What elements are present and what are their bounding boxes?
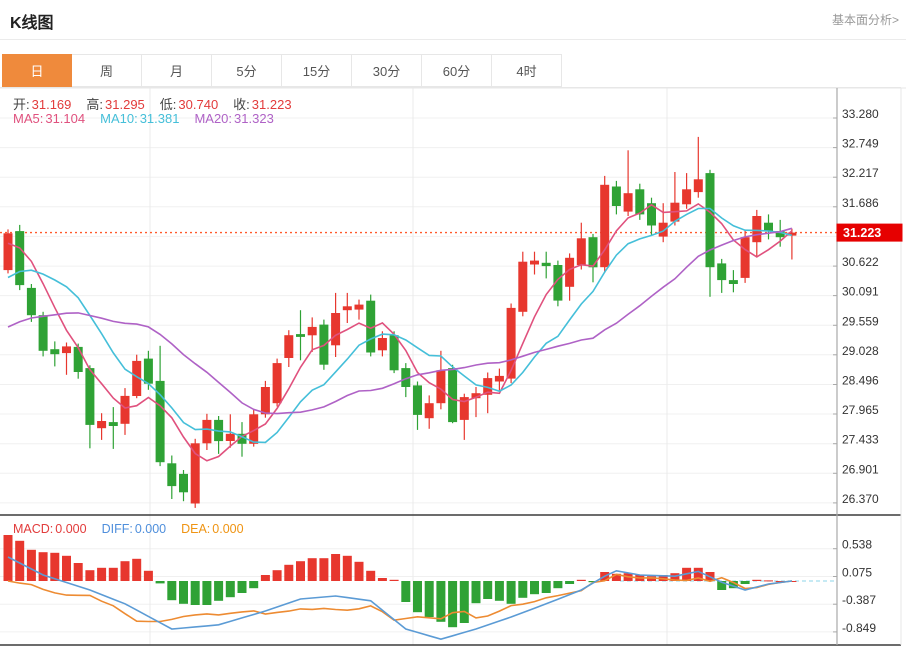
price-tick-label: 26.370 — [842, 492, 879, 506]
current-price-badge-text: 31.223 — [843, 226, 881, 240]
tab-interval-7[interactable]: 60分 — [422, 54, 492, 87]
ma20-line — [7, 227, 793, 415]
price-tick-label: 27.433 — [842, 433, 879, 447]
tab-interval-2[interactable]: 周 — [72, 54, 142, 87]
price-tick-label: 28.496 — [842, 374, 879, 388]
macd-row-item: DEA: 0.000 — [181, 522, 244, 536]
ma5-line — [7, 202, 793, 462]
macd-tick-label: -0.849 — [842, 621, 876, 635]
price-tick-label: 33.280 — [842, 107, 879, 121]
tab-interval-6[interactable]: 30分 — [352, 54, 422, 87]
tab-interval-5[interactable]: 15分 — [282, 54, 352, 87]
fundamental-analysis-link[interactable]: 基本面分析> — [831, 13, 899, 27]
ohlc-row-item: 低: 30.740 — [159, 97, 219, 112]
price-tick-label: 32.749 — [842, 137, 879, 151]
ohlc-info-row: 开: 31.169 高: 31.295 低: 30.740 收: 31.223 — [13, 94, 292, 113]
header-divider — [0, 39, 906, 40]
current-price-badge — [836, 223, 903, 242]
ohlc-row-item: 开: 31.169 — [13, 97, 72, 112]
price-tick-label: 31.686 — [842, 196, 879, 210]
macd-row-item: DIFF: 0.000 — [101, 522, 167, 536]
interval-tabbar: 日周月 5分 15分 30分 60分 4时 — [2, 54, 562, 87]
ohlc-row-item: 收: 31.223 — [233, 97, 292, 112]
candles-layer — [3, 136, 797, 508]
diff-line — [7, 556, 793, 641]
macd-info-row: MACD: 0.000 DIFF: 0.000 DEA: 0.000 — [13, 522, 244, 536]
macd-tick-label: -0.387 — [842, 593, 876, 607]
ma10-line — [7, 207, 793, 444]
ma-row-item: MA5: 31.104 — [13, 111, 86, 126]
ma-row-item: MA10: 31.381 — [100, 111, 180, 126]
macd-tick-label: 0.538 — [842, 538, 872, 552]
dea-line — [7, 573, 793, 623]
price-tick-label: 27.965 — [842, 403, 879, 417]
tab-interval-1[interactable]: 日 — [2, 54, 72, 87]
price-tick-label: 29.028 — [842, 344, 879, 358]
price-tick-label: 30.091 — [842, 285, 879, 299]
ma-row-item: MA20: 31.323 — [194, 111, 274, 126]
tab-interval-4[interactable]: 5分 — [212, 54, 282, 87]
ohlc-row-item: 高: 31.295 — [86, 97, 145, 112]
price-tick-label: 29.559 — [842, 314, 879, 328]
macd-tick-label: 0.075 — [842, 566, 872, 580]
tab-interval-3[interactable]: 月 — [142, 54, 212, 87]
tab-interval-8[interactable]: 4时 — [492, 54, 562, 87]
price-tick-label: 30.622 — [842, 255, 879, 269]
price-tick-label: 32.217 — [842, 166, 879, 180]
page-title: K线图 — [10, 15, 54, 32]
macd-row-item: MACD: 0.000 — [13, 522, 87, 536]
ma-info-row: MA5: 31.104 MA10: 31.381 MA20: 31.323 — [13, 111, 274, 126]
price-tick-label: 26.901 — [842, 462, 879, 476]
